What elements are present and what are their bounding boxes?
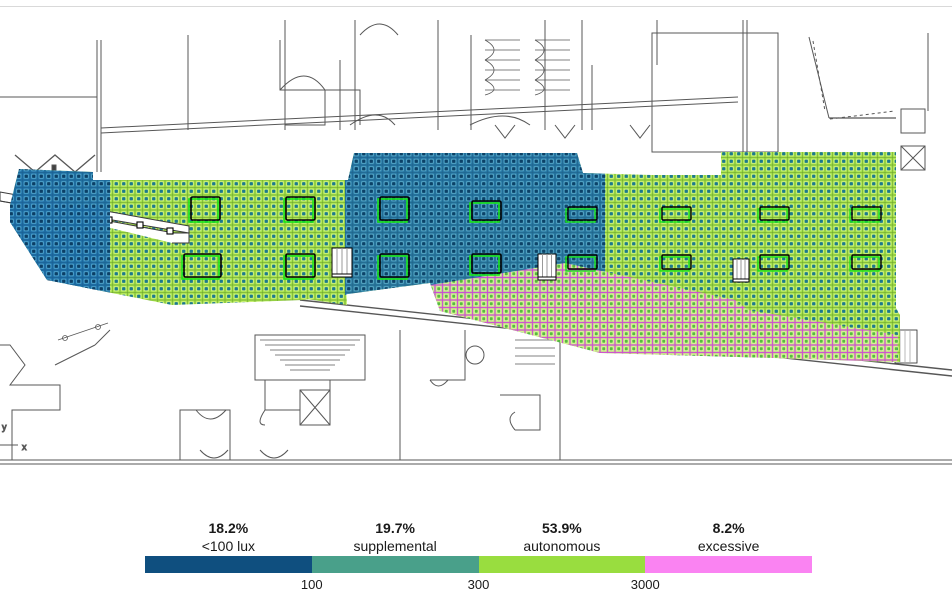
svg-text:y: y (2, 422, 7, 432)
svg-text:x: x (22, 442, 27, 452)
